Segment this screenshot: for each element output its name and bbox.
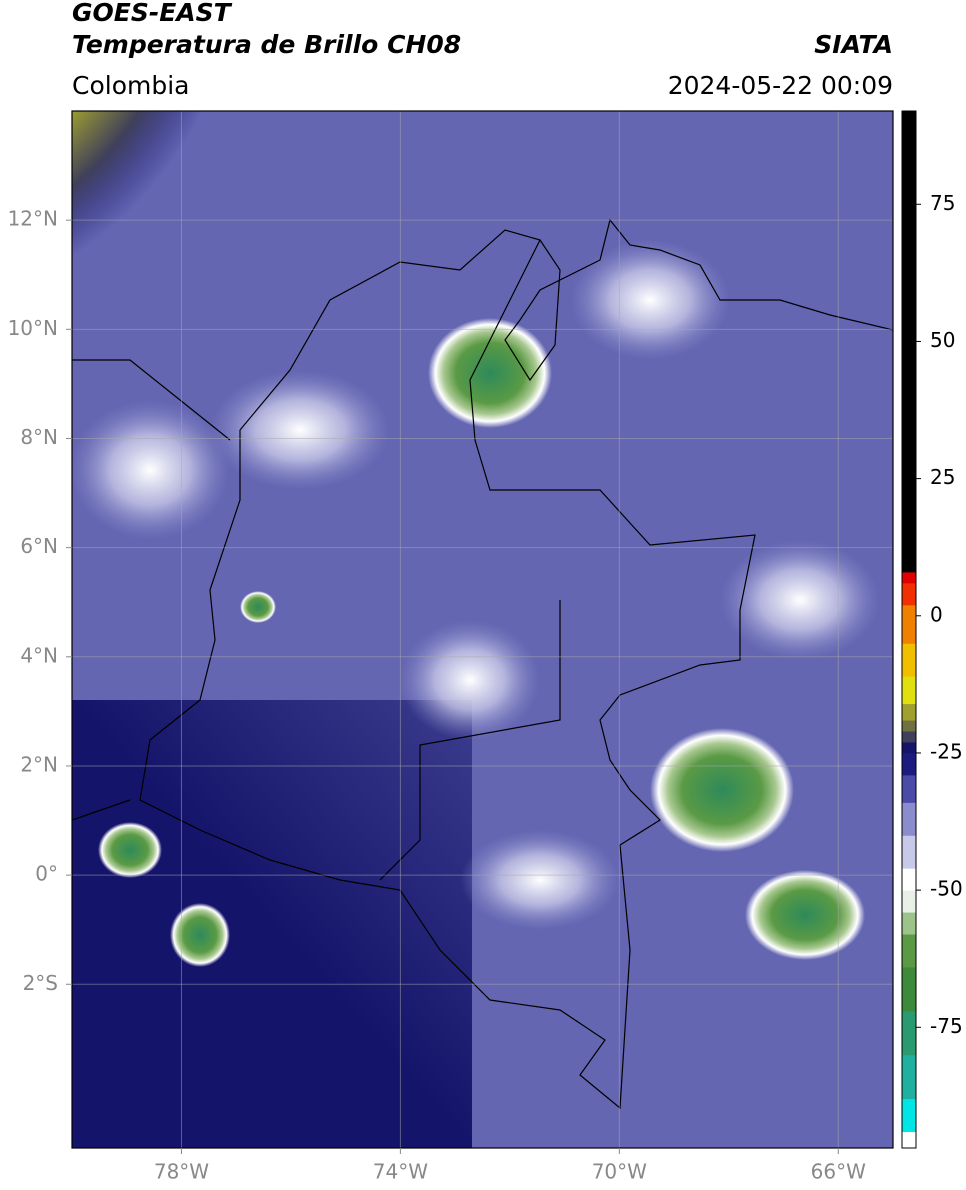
title: GOES-EAST	[72, 0, 233, 27]
colorbar-tick-label: -75	[930, 1014, 963, 1038]
coastline	[504, 218, 893, 382]
border	[379, 600, 561, 881]
colorbar-segment	[902, 604, 916, 644]
colorbar-segment	[902, 111, 916, 573]
y-tick-label: 12°N	[8, 207, 58, 231]
colorbar-tick-label: -25	[930, 739, 963, 763]
border	[72, 359, 231, 441]
datetime: 2024-05-22 00:09	[668, 71, 893, 100]
y-tick-label: 8°N	[20, 425, 58, 449]
y-tick-label: 6°N	[20, 534, 58, 558]
satellite-image	[72, 111, 893, 1148]
colorbar-tick-label: -50	[930, 877, 963, 901]
x-tick-label: 66°W	[811, 1160, 866, 1184]
x-tick-label: 74°W	[373, 1160, 428, 1184]
y-tick-label: 0°	[35, 862, 58, 886]
colorbar-tick-label: 75	[930, 191, 955, 215]
colorbar-frame	[901, 110, 917, 1149]
colorbar-segment	[902, 752, 916, 776]
colorbar-tick-label: 50	[930, 328, 955, 352]
colorbar-segment	[902, 835, 916, 869]
subtitle: Temperatura de Brillo CH08	[72, 30, 461, 59]
colorbar-segment	[902, 912, 916, 935]
colorbar-segment	[902, 720, 916, 732]
colorbar-segment	[902, 741, 916, 754]
x-tick-label: 70°W	[592, 1160, 647, 1184]
colorbar-tick-label: 0	[930, 602, 943, 626]
colorbar-segment	[902, 582, 916, 606]
colorbar-segment	[902, 1131, 916, 1149]
colorbar-segment	[902, 676, 916, 705]
x-tick-label: 78°W	[154, 1160, 209, 1184]
colorbar-segment	[902, 774, 916, 803]
colorbar-segment	[902, 1010, 916, 1056]
border	[72, 799, 131, 821]
colorbar-segment	[902, 1054, 916, 1100]
y-tick-label: 2°S	[23, 971, 58, 995]
map-frame	[71, 110, 894, 1149]
colorbar-segment	[902, 802, 916, 836]
y-tick-label: 10°N	[8, 316, 58, 340]
y-tick-label: 2°N	[20, 752, 58, 776]
region: Colombia	[72, 71, 189, 100]
colorbar-segment	[902, 643, 916, 677]
colorbar-segment	[902, 703, 916, 721]
source: SIATA	[814, 30, 893, 59]
colorbar-segment	[902, 571, 916, 584]
colorbar-segment	[902, 966, 916, 1012]
colorbar-segment	[902, 890, 916, 913]
colorbar-segment	[902, 1098, 916, 1133]
colorbar-tick-label: 25	[930, 465, 955, 489]
colorbar-segment	[902, 868, 916, 891]
y-tick-label: 4°N	[20, 643, 58, 667]
border	[139, 229, 756, 1110]
colorbar-segment	[902, 934, 916, 968]
colorbar-segment	[902, 731, 916, 743]
